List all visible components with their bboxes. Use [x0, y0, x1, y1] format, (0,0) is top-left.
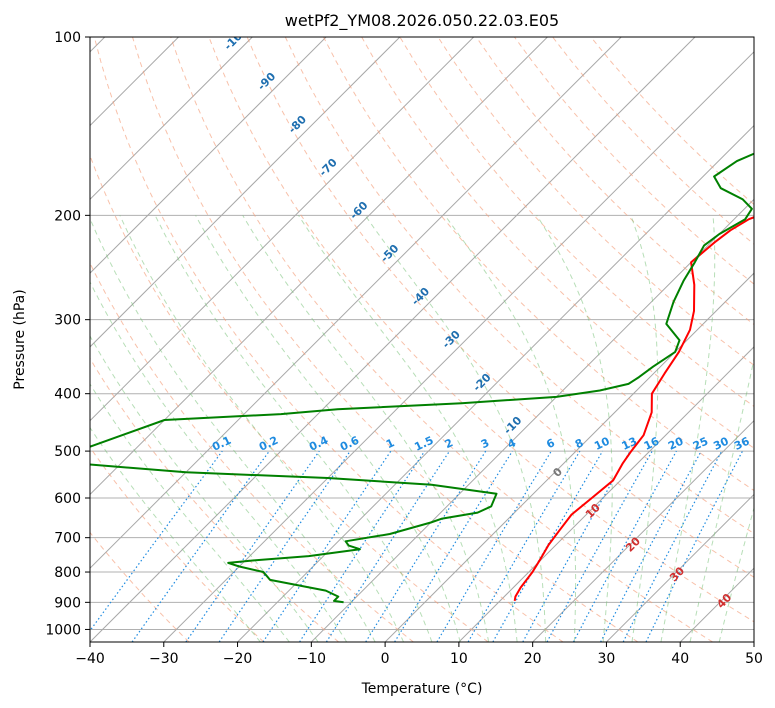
mixing-ratio-label: 16 [642, 434, 662, 452]
y-tick-label: 800 [54, 565, 81, 581]
mixing-ratio-line [325, 450, 450, 642]
isotherm [458, 346, 754, 642]
y-tick-label: 600 [54, 491, 81, 507]
moist-adiabat [689, 356, 754, 642]
dry-adiabat [208, 37, 754, 623]
mixing-ratio-line [522, 450, 631, 642]
moist-adiabat [90, 426, 261, 642]
isotherm [90, 37, 401, 348]
x-tick-label: −20 [223, 651, 253, 667]
isotherm [90, 37, 622, 569]
moist-adiabat [195, 215, 461, 642]
moist-adiabat [90, 217, 376, 642]
dry-adiabat [170, 37, 713, 642]
moist-adiabat [630, 215, 659, 642]
y-tick-label: 700 [54, 531, 81, 547]
mixing-ratio-label: 20 [666, 434, 686, 452]
profile-series [90, 152, 754, 604]
moist-adiabat [444, 215, 577, 642]
moist-adiabat [119, 215, 405, 642]
x-tick-label: 50 [745, 651, 763, 667]
x-tick-label: 10 [450, 651, 468, 667]
y-tick-label: 400 [54, 387, 81, 403]
isotherm [90, 37, 696, 642]
moist-adiabat [364, 215, 547, 642]
plot-frame [89, 36, 755, 643]
isotherm [90, 37, 253, 201]
x-axis: −40 −30 −20 −10 0 10 20 30 40 50 [75, 642, 763, 667]
x-axis-label: Temperature (°C) [361, 681, 483, 697]
x-tick-label: 30 [598, 651, 616, 667]
plot-background [90, 37, 754, 642]
moist-adiabat [242, 215, 490, 642]
mixing-ratio-line [185, 450, 320, 642]
moist-adiabat [90, 280, 348, 642]
dewpoint-line [90, 152, 754, 604]
isotherm [90, 37, 475, 422]
dry-adiabat [475, 37, 754, 326]
mixing-ratio-line [572, 450, 677, 642]
dry-adiabat [246, 37, 754, 578]
dry-adiabat [90, 154, 489, 642]
isotherm [90, 37, 327, 274]
moist-adiabat [536, 215, 613, 642]
moist-adiabat [660, 215, 716, 642]
mixing-ratio-line [218, 450, 351, 642]
y-tick-label: 500 [54, 444, 81, 460]
isotherm [90, 37, 548, 496]
plot-area: 0.1 0.2 0.4 0.6 1 1.5 2 3 4 6 8 10 13 16 20 25 30 36-100-… [89, 36, 755, 643]
mixing-ratio-line [90, 450, 223, 632]
moist-adiabat [154, 215, 433, 642]
y-tick-label: 1000 [45, 622, 81, 638]
mixing-ratio-line [546, 450, 653, 642]
dry-adiabat [513, 37, 754, 285]
dry-adiabat [93, 37, 564, 642]
isotherm [237, 124, 754, 642]
y-tick-label: 200 [54, 208, 81, 224]
dry-adiabat [399, 37, 754, 408]
x-tick-label: 20 [524, 651, 542, 667]
mixing-ratio-line [131, 450, 270, 642]
mixing-ratio-label: 10 [592, 434, 612, 452]
mixing-ratio-label: 36 [732, 434, 752, 452]
x-tick-label: 0 [381, 651, 390, 667]
chart-title: wetPf2_YM08.2026.050.22.03.E05 [285, 11, 559, 31]
temperature-line [513, 216, 754, 602]
y-tick-label: 300 [54, 313, 81, 329]
mixing-ratio-line [299, 450, 426, 642]
dry-adiabat [361, 37, 754, 449]
isotherm [532, 419, 754, 642]
y-tick-label: 900 [54, 595, 81, 611]
isotherm [163, 51, 754, 642]
y-tick-label: 100 [54, 30, 81, 46]
x-tick-label: −10 [297, 651, 327, 667]
dry-adiabat [90, 357, 339, 642]
dry-adiabat [90, 531, 190, 642]
mixing-ratio-line [394, 450, 513, 642]
mixing-ratio-line [645, 450, 744, 642]
x-tick-label: 40 [671, 651, 689, 667]
x-tick-label: −30 [149, 651, 179, 667]
y-axis: 100 200 300 400 500 600 700 800 900 1000 [45, 30, 90, 638]
mixing-ratio-label: 30 [711, 434, 731, 452]
y-axis-label: Pressure (hPa) [12, 289, 28, 389]
mixing-ratio-line [262, 450, 392, 642]
x-tick-label: −40 [75, 651, 105, 667]
background-lines [90, 37, 754, 642]
isotherm [606, 493, 754, 642]
dry-adiabat [90, 262, 414, 642]
mixing-ratio-label: 25 [691, 435, 710, 453]
isotherm [384, 272, 754, 642]
moist-adiabat [90, 335, 319, 642]
